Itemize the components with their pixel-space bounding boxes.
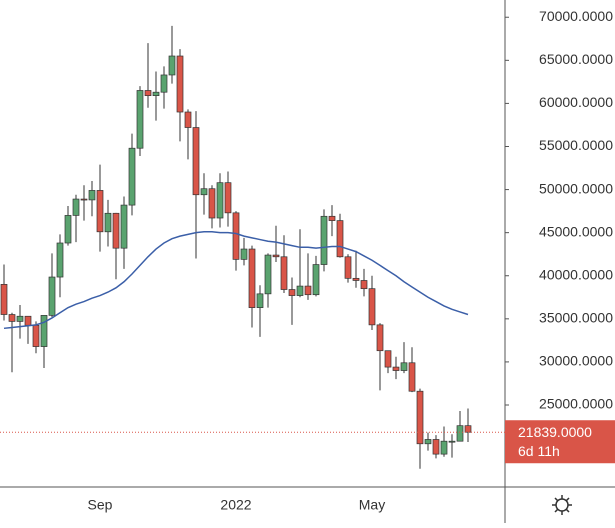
candle-body — [280, 256, 288, 290]
candle-body — [104, 212, 112, 233]
candle-body — [208, 188, 216, 219]
y-tick-label: 45000.0000 — [539, 223, 613, 239]
x-tick-label: May — [359, 497, 385, 513]
last-price-label: 21839.0000 — [518, 424, 592, 440]
candle-body — [96, 190, 104, 233]
candle-body — [256, 293, 264, 308]
candle-body — [40, 315, 48, 347]
candle-body — [80, 198, 88, 201]
candle-body — [376, 324, 384, 352]
y-tick-label: 35000.0000 — [539, 310, 613, 326]
y-tick-label: 60000.0000 — [539, 94, 613, 110]
candle-body — [288, 289, 296, 296]
candle-body — [176, 55, 184, 113]
candle-body — [440, 440, 448, 455]
candle-body — [384, 350, 392, 368]
candle-body — [352, 277, 360, 281]
candle-body — [344, 256, 352, 279]
moving-average — [3, 231, 469, 330]
candle-body — [304, 285, 312, 296]
y-tick-label: 40000.0000 — [539, 266, 613, 282]
candle-body — [168, 55, 176, 76]
candle-body — [64, 215, 72, 244]
candle-body — [120, 204, 128, 249]
candle-body — [240, 248, 248, 260]
candle-body — [264, 254, 272, 295]
y-tick-label: 55000.0000 — [539, 137, 613, 153]
candle-body — [360, 280, 368, 290]
candle-body — [456, 425, 464, 442]
candle-body — [232, 212, 240, 260]
candle-body — [416, 390, 424, 445]
candle-body — [16, 315, 24, 322]
candle-body — [8, 314, 16, 322]
countdown-label: 6d 11h — [518, 443, 560, 459]
candle-body — [368, 288, 376, 326]
candle-body — [136, 90, 144, 149]
candle-body — [32, 324, 40, 347]
candle-body — [400, 362, 408, 371]
candle-body — [432, 439, 440, 455]
candle-body — [312, 264, 320, 296]
last-price-box — [505, 420, 615, 464]
x-tick-label: 2022 — [220, 497, 251, 513]
candle-body — [192, 127, 200, 196]
candle-body — [72, 198, 80, 216]
candle-body — [328, 215, 336, 221]
y-tick-label: 50000.0000 — [539, 180, 613, 196]
candle-body — [320, 215, 328, 265]
candle-body — [448, 440, 456, 443]
candle-body — [272, 254, 280, 258]
candle-body — [160, 74, 168, 93]
candle-body — [408, 362, 416, 392]
candle-body — [88, 190, 96, 201]
candle-body — [184, 111, 192, 128]
candle-body — [152, 91, 160, 96]
candle-body — [0, 284, 8, 315]
candle-body — [112, 212, 120, 249]
candle-body — [424, 439, 432, 445]
y-tick-label: 65000.0000 — [539, 51, 613, 67]
plot-area — [0, 25, 472, 469]
candle-body — [464, 425, 472, 433]
candle-body — [200, 188, 208, 196]
candle-body — [128, 147, 136, 206]
candle-body — [296, 285, 304, 296]
candle-body — [48, 276, 56, 316]
y-tick-label: 30000.0000 — [539, 353, 613, 369]
candle-body — [56, 242, 64, 278]
candle-body — [336, 220, 344, 258]
candle-body — [392, 366, 400, 371]
x-tick-label: Sep — [88, 497, 113, 513]
candle-body — [224, 182, 232, 214]
settings-icon[interactable] — [552, 495, 572, 515]
candle-body — [248, 248, 256, 308]
y-tick-label: 70000.0000 — [539, 8, 613, 24]
candle-body — [144, 90, 152, 96]
candle-body — [24, 315, 32, 326]
candle-body — [216, 182, 224, 219]
y-tick-label: 25000.0000 — [539, 396, 613, 412]
